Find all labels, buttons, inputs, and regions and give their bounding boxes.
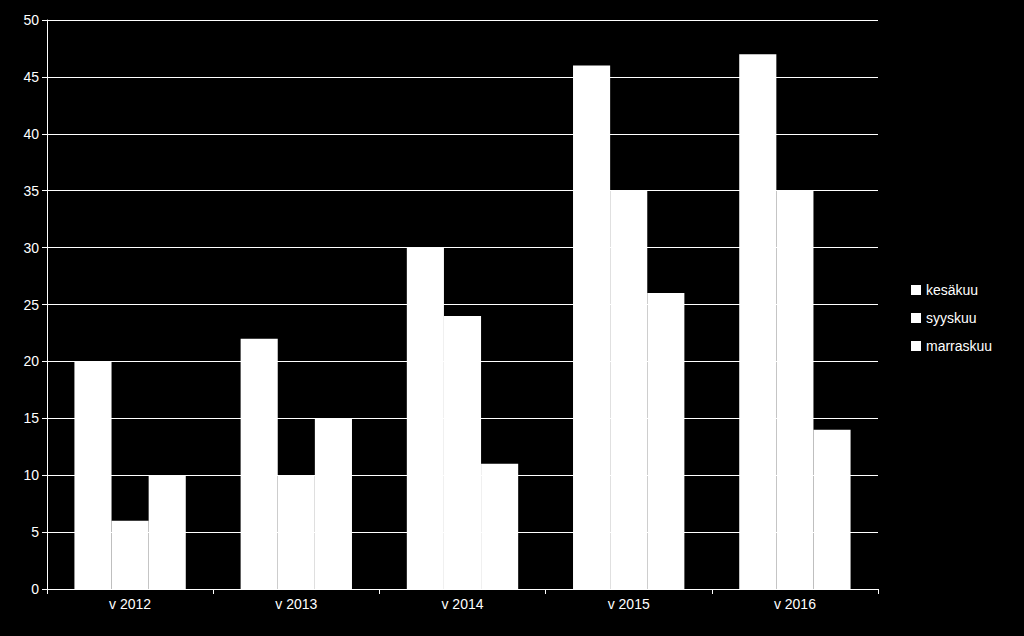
- svg-text:v 2016: v 2016: [774, 596, 816, 612]
- svg-text:20: 20: [23, 353, 39, 369]
- svg-text:0: 0: [31, 581, 39, 597]
- svg-text:15: 15: [23, 410, 39, 426]
- svg-text:40: 40: [23, 126, 39, 142]
- svg-text:5: 5: [31, 524, 39, 540]
- svg-text:marraskuu: marraskuu: [926, 338, 992, 354]
- svg-text:50: 50: [23, 12, 39, 28]
- svg-text:v 2014: v 2014: [441, 596, 483, 612]
- svg-text:35: 35: [23, 183, 39, 199]
- svg-text:v 2012: v 2012: [109, 596, 151, 612]
- svg-text:syyskuu: syyskuu: [926, 310, 977, 326]
- svg-text:v 2013: v 2013: [275, 596, 317, 612]
- svg-text:v 2015: v 2015: [608, 596, 650, 612]
- svg-text:30: 30: [23, 240, 39, 256]
- svg-text:10: 10: [23, 467, 39, 483]
- svg-text:kesäkuu: kesäkuu: [926, 282, 978, 298]
- svg-text:25: 25: [23, 297, 39, 313]
- svg-text:45: 45: [23, 69, 39, 85]
